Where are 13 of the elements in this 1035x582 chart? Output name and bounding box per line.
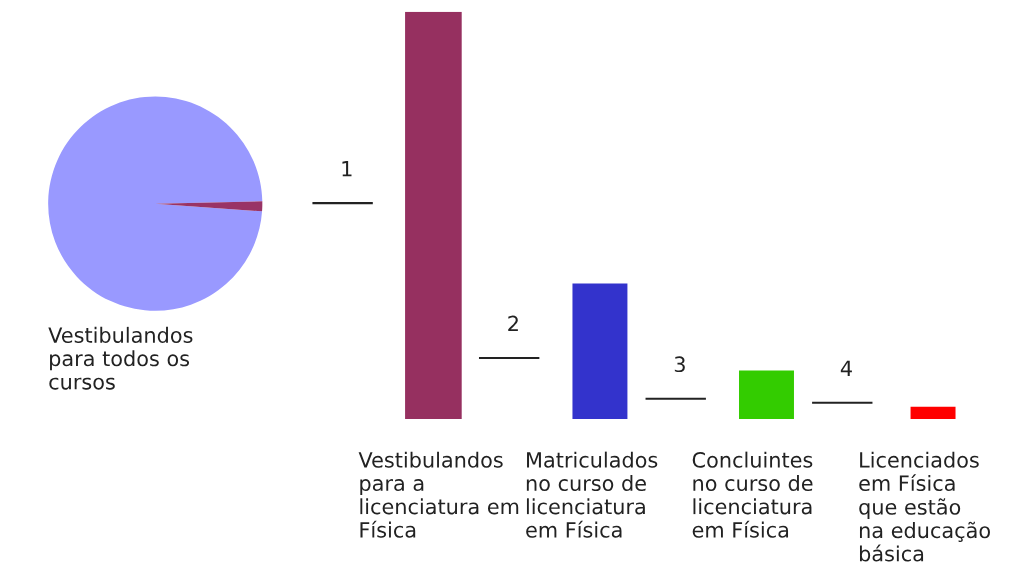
bar [405,11,462,420]
annotation: 2 [508,315,518,332]
annotation: 4 [840,360,852,376]
x-tick-label: Concluintes no curso de licenciatura em Física [692,451,813,538]
slice-label: Vestibulandos para todos os cursos [48,326,193,390]
bar [739,370,794,420]
bar [572,283,628,420]
pie-slice [48,96,263,311]
x-tick-label: Vestibulandos para a licenciatura em Física [358,451,519,538]
annotation: 3 [674,356,685,373]
text: 1 [342,161,352,177]
x-tick-label: Licenciados em Física que estão na educação básica [859,451,990,562]
x-tick-label: Matriculados no curso de licenciatura em Física [526,451,658,538]
